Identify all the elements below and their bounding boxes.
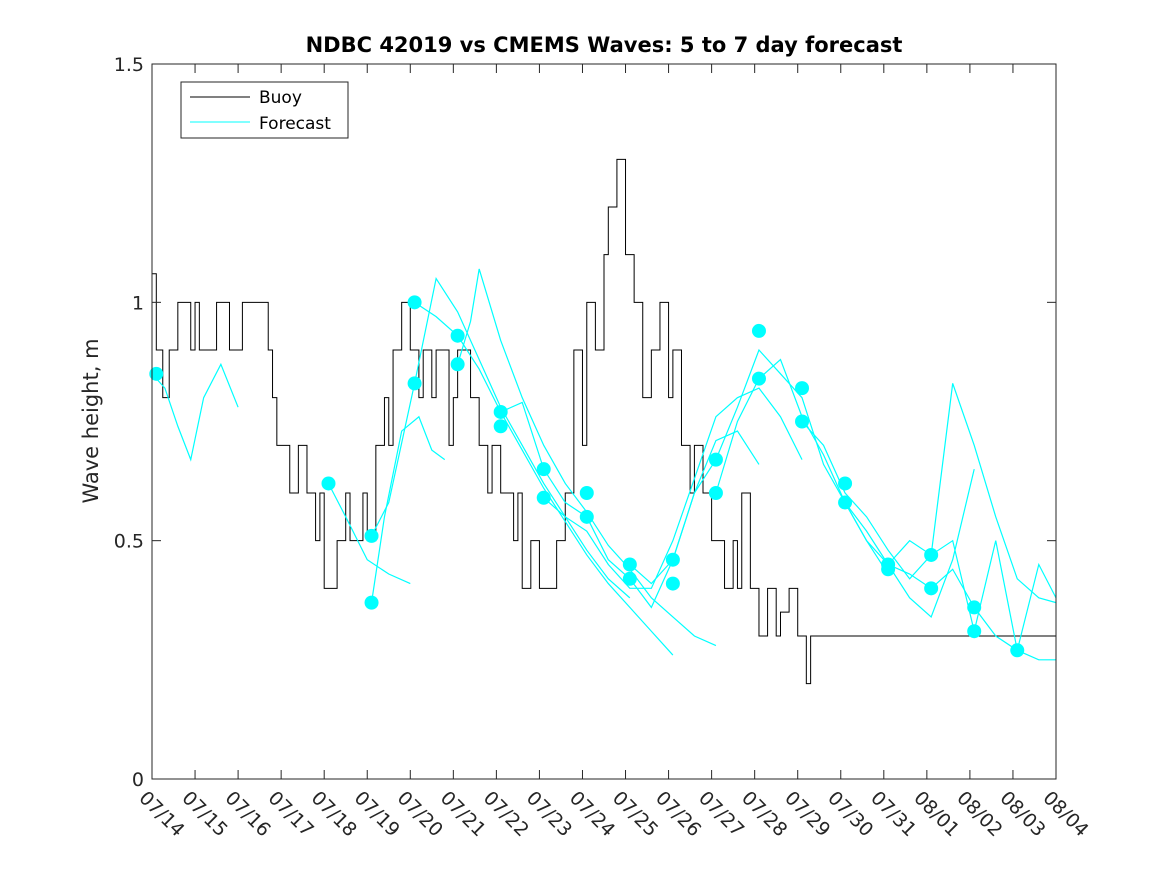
- forecast-series-line: [844, 502, 1056, 661]
- forecast-start-marker: [407, 295, 422, 310]
- series-layer: [149, 158, 1057, 685]
- forecast-start-marker: [407, 376, 422, 391]
- forecast-start-marker: [450, 357, 465, 372]
- forecast-start-marker: [321, 476, 336, 491]
- y-tick-label: 1: [132, 292, 144, 314]
- forecast-start-marker: [493, 419, 508, 434]
- plot-background: [152, 64, 1056, 779]
- y-tick-label: 0.5: [114, 531, 144, 553]
- forecast-start-marker: [795, 381, 810, 396]
- forecast-start-marker: [708, 486, 723, 500]
- forecast-series-line: [327, 483, 411, 585]
- forecast-start-marker: [924, 581, 939, 596]
- forecast-series-line: [457, 268, 717, 647]
- forecast-start-marker: [838, 476, 853, 491]
- legend-buoy-label: Buoy: [259, 88, 302, 108]
- forecast-start-marker: [364, 528, 379, 543]
- forecast-series-line: [151, 362, 239, 462]
- forecast-start-marker: [450, 328, 465, 343]
- chart-title: NDBC 42019 vs CMEMS Waves: 5 to 7 day fo…: [306, 33, 903, 57]
- forecast-start-marker: [751, 371, 766, 386]
- forecast-start-marker: [838, 495, 853, 510]
- legend-box: [180, 81, 349, 139]
- forecast-start-marker: [708, 452, 723, 467]
- forecast-start-marker: [579, 486, 594, 500]
- y-axis-label: Wave height, m: [79, 338, 103, 503]
- forecast-start-marker: [622, 557, 637, 572]
- buoy-series-line: [152, 158, 1056, 685]
- forecast-start-marker: [536, 462, 551, 477]
- forecast-start-marker: [967, 600, 982, 615]
- forecast-start-marker: [665, 576, 680, 591]
- plot-frame: [151, 63, 1057, 780]
- forecast-start-marker: [364, 595, 379, 610]
- forecast-start-marker: [751, 323, 766, 338]
- forecast-start-marker: [1010, 643, 1025, 658]
- forecast-series-line: [370, 415, 446, 603]
- forecast-start-marker: [924, 547, 939, 562]
- plot-area: [149, 63, 1057, 780]
- y-tick-label: 0: [132, 769, 144, 791]
- forecast-start-marker: [622, 571, 637, 586]
- forecast-start-marker: [149, 366, 164, 381]
- forecast-start-marker: [536, 490, 551, 505]
- forecast-start-marker: [665, 552, 680, 567]
- forecast-start-marker: [967, 624, 982, 639]
- legend-forecast-label: Forecast: [259, 114, 331, 134]
- forecast-start-marker: [795, 414, 810, 429]
- legend: Buoy Forecast: [180, 81, 349, 139]
- forecast-start-marker: [881, 562, 896, 577]
- forecast-start-marker: [493, 404, 508, 419]
- forecast-start-marker: [579, 509, 594, 524]
- y-tick-label: 1.5: [114, 54, 144, 76]
- forecast-series-line: [543, 387, 803, 589]
